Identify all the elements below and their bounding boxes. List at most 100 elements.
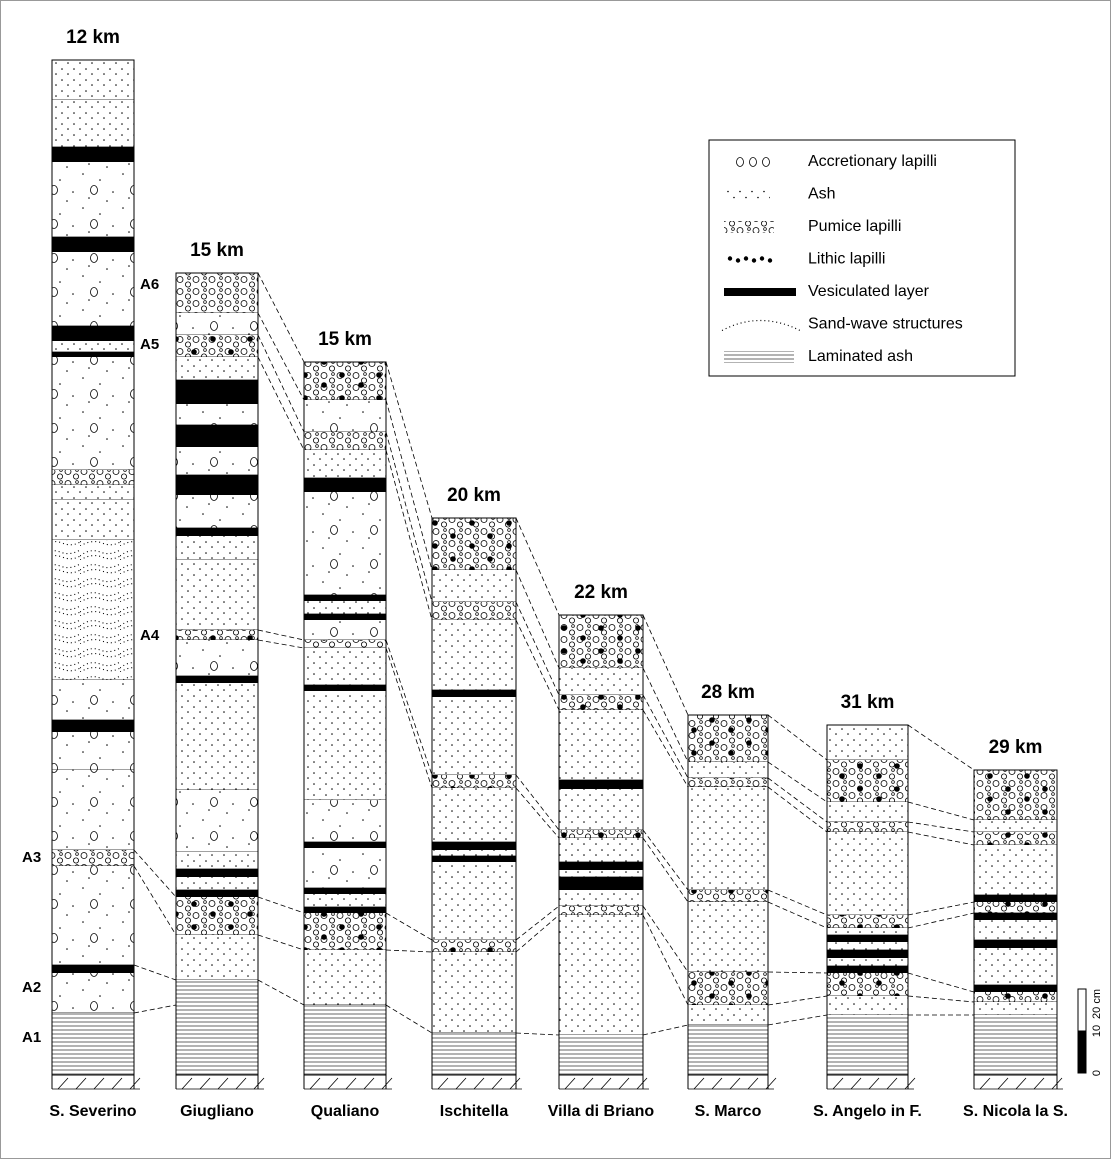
- base-hatch: [998, 1078, 1008, 1089]
- layer: [559, 862, 643, 870]
- scale-label: 10: [1091, 1025, 1103, 1037]
- base-hatch: [510, 1078, 520, 1089]
- legend-symbol: [724, 288, 796, 296]
- correlation-line: [768, 972, 827, 973]
- correlation-line: [258, 897, 304, 913]
- layer: [432, 850, 516, 856]
- layer: [304, 595, 386, 601]
- layer: [176, 852, 258, 869]
- layer: [827, 950, 908, 958]
- base-hatch: [565, 1078, 575, 1089]
- layer: [827, 928, 908, 935]
- layer: [432, 856, 516, 862]
- legend-symbol: [728, 256, 732, 260]
- layer: [176, 380, 258, 404]
- section-column: 28 kmS. Marco: [688, 682, 776, 1120]
- base-hatch: [112, 1078, 122, 1089]
- layer: [304, 685, 386, 691]
- layer: [432, 788, 516, 842]
- base-hatch: [869, 1078, 879, 1089]
- layer: [827, 935, 908, 942]
- correlation-line: [258, 935, 304, 950]
- legend-label: Pumice lapilli: [808, 218, 901, 235]
- correlation-line: [258, 313, 304, 400]
- legend-symbol: [744, 256, 748, 260]
- layer: [176, 313, 258, 335]
- layer: [827, 973, 908, 996]
- base-hatch: [76, 1078, 86, 1089]
- base-hatch: [980, 1078, 990, 1089]
- correlation-line: [768, 996, 827, 1005]
- site-name: Ischitella: [440, 1103, 509, 1120]
- distance-label: 31 km: [841, 692, 895, 713]
- base-hatch: [218, 1078, 228, 1089]
- layer: [559, 695, 643, 710]
- layer: [176, 630, 258, 640]
- correlation-line: [258, 335, 304, 432]
- layer: [52, 1013, 134, 1075]
- base-hatch: [583, 1078, 593, 1089]
- layer: [176, 273, 258, 313]
- layer: [559, 877, 643, 890]
- site-name: Villa di Briano: [548, 1103, 655, 1120]
- layer: [52, 732, 134, 770]
- correlation-line: [386, 450, 432, 620]
- layer: [559, 1035, 643, 1075]
- distance-label: 20 km: [447, 485, 501, 506]
- layer: [304, 1005, 386, 1075]
- correlation-line: [643, 695, 688, 778]
- layer: [827, 760, 908, 802]
- base-hatch: [601, 1078, 611, 1089]
- layer: [827, 802, 908, 822]
- layer: [176, 890, 258, 897]
- layer: [432, 697, 516, 775]
- distance-label: 22 km: [574, 582, 628, 603]
- layer: [52, 973, 134, 1013]
- layer: [688, 778, 768, 787]
- layer: [304, 601, 386, 614]
- layer: [432, 620, 516, 690]
- base-hatch: [851, 1078, 861, 1089]
- correlation-line: [908, 913, 974, 928]
- layer: [827, 942, 908, 950]
- layer: [176, 790, 258, 852]
- layer: [432, 775, 516, 788]
- layer: [176, 475, 258, 495]
- layer: [176, 897, 258, 935]
- layer: [688, 762, 768, 778]
- layer: [688, 1005, 768, 1025]
- layer: [304, 450, 386, 478]
- correlation-line: [516, 602, 559, 695]
- correlation-line: [386, 648, 432, 788]
- correlation-line: [386, 432, 432, 602]
- layer: [974, 820, 1057, 832]
- correlation-line: [258, 630, 304, 640]
- layer: [974, 940, 1057, 948]
- layer: [52, 252, 134, 326]
- layer: [52, 357, 134, 470]
- layer: [176, 980, 258, 1075]
- layer: [432, 690, 516, 697]
- base-hatch: [236, 1078, 246, 1089]
- layer: [304, 888, 386, 894]
- correlation-line: [643, 830, 688, 890]
- layer: [688, 787, 768, 890]
- layer: [52, 162, 134, 237]
- correlation-line: [768, 715, 827, 760]
- layer: [432, 602, 516, 620]
- base-hatch: [637, 1078, 647, 1089]
- correlation-line: [516, 906, 559, 940]
- site-name: S. Marco: [695, 1103, 762, 1120]
- correlation-line: [908, 802, 974, 820]
- base-hatch: [94, 1078, 104, 1089]
- layer: [974, 1002, 1057, 1015]
- layer: [176, 560, 258, 630]
- layer: [559, 668, 643, 695]
- section-column: 29 kmS. Nicola la S.: [963, 737, 1068, 1120]
- correlation-line: [386, 913, 432, 940]
- layer: [304, 492, 386, 595]
- correlation-line: [643, 1025, 688, 1035]
- layer: [559, 710, 643, 780]
- correlation-line: [386, 1005, 432, 1033]
